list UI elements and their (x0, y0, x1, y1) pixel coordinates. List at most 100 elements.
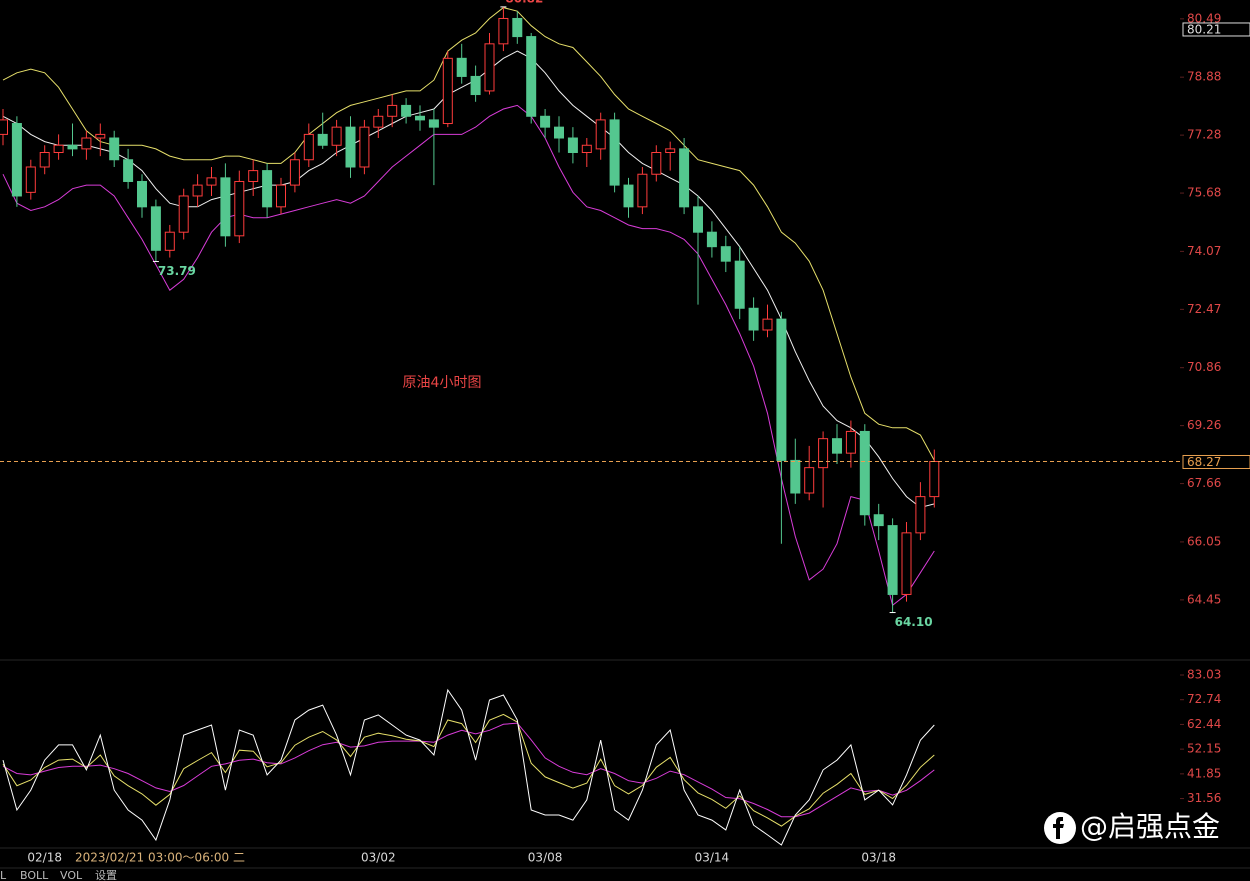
y-tick-label: 78.88 (1187, 70, 1221, 84)
candle-body (832, 438, 842, 454)
y-tick-label: 80.49 (1187, 11, 1221, 25)
candle-body (234, 180, 245, 237)
x-tick-label: 02/18 (27, 851, 62, 865)
candle-body (178, 195, 189, 233)
candle-body (873, 514, 884, 527)
candle-body (95, 133, 106, 139)
candle-body (123, 159, 134, 182)
candle-body (609, 119, 620, 186)
extreme-label: 64.10 (895, 615, 933, 629)
candle-body (359, 126, 370, 168)
candle-body (345, 126, 356, 168)
indicator-line (2, 713, 935, 827)
candle-body (248, 170, 259, 182)
candle-body (220, 177, 231, 237)
watermark-text: @启强点金 (1080, 810, 1220, 843)
candle-body (887, 525, 898, 595)
candle-body (456, 57, 467, 77)
indicator-line (2, 688, 935, 846)
candle-body (303, 133, 314, 161)
band-line (2, 104, 935, 607)
y-tick-label: 75.68 (1187, 186, 1221, 200)
band-line (2, 50, 935, 509)
tab-label: L (0, 869, 7, 881)
tab-label: 设置 (95, 869, 117, 881)
candle-body (484, 43, 495, 92)
price-label: 80.21 (1187, 22, 1221, 36)
candle-body (623, 184, 634, 208)
y-tick-label: 70.86 (1187, 360, 1221, 374)
candle-body (790, 459, 801, 494)
watermark: @启强点金 (1044, 810, 1220, 844)
y-tick-label: 83.03 (1187, 668, 1221, 682)
y-tick-label: 69.26 (1187, 418, 1221, 432)
candle-body (289, 159, 300, 186)
candle-body (734, 260, 745, 309)
candle-body (637, 173, 648, 208)
candle-body (651, 152, 662, 175)
x-tick-label: 03/08 (528, 851, 563, 865)
candle-body (150, 206, 161, 251)
candle-body (442, 57, 453, 125)
candle-body (164, 231, 175, 251)
candle-body (401, 104, 412, 117)
tab-label: BOLL (20, 869, 49, 881)
candle-body (0, 119, 8, 135)
x-tick-label: 03/14 (695, 851, 730, 865)
price-box (1182, 22, 1250, 37)
y-tick-label: 72.74 (1187, 692, 1221, 706)
candle-body (929, 460, 940, 498)
candle-body (81, 137, 92, 150)
candle-body (595, 119, 606, 150)
candle-body (109, 137, 120, 161)
candle-body (776, 318, 787, 461)
candle-body (67, 144, 78, 150)
y-tick-label: 66.05 (1187, 534, 1221, 548)
candle-body (915, 496, 926, 534)
candle-body (331, 126, 342, 146)
candle-body (679, 148, 690, 208)
y-tick-label: 31.56 (1187, 791, 1221, 805)
candle-body (428, 119, 439, 128)
candle-body (720, 246, 731, 262)
candle-body (373, 115, 384, 128)
candle-body (540, 115, 551, 128)
candle-body (25, 166, 36, 193)
y-tick-label: 74.07 (1187, 244, 1221, 258)
candle-body (192, 184, 203, 197)
candle-body (665, 148, 676, 154)
candle-body (415, 115, 425, 121)
candle-body (53, 144, 64, 154)
chart-title: 原油4小时图 (403, 375, 482, 391)
y-tick-label: 77.28 (1187, 128, 1221, 142)
extreme-label: 80.82 (505, 0, 543, 5)
candle-body (526, 36, 537, 117)
y-tick-label: 64.45 (1187, 592, 1221, 606)
candle-body (567, 137, 578, 154)
y-tick-label: 67.66 (1187, 476, 1221, 490)
candle-body (387, 104, 398, 117)
candle-body (276, 184, 286, 208)
candle-body (512, 17, 523, 38)
candle-body (706, 231, 717, 248)
watermark-logo-mark (1053, 817, 1064, 839)
candle-body (317, 133, 328, 146)
candle-body (693, 206, 703, 233)
y-tick-label: 41.85 (1187, 766, 1221, 780)
candle-body (137, 180, 147, 208)
tab-label: VOL (60, 869, 83, 881)
y-tick-label: 52.15 (1187, 742, 1221, 756)
band-line (2, 7, 935, 461)
candle-body (554, 126, 564, 139)
candle-body (762, 318, 773, 331)
candle-body (901, 532, 912, 595)
candle-body (206, 177, 217, 186)
candle-body (498, 17, 509, 45)
candle-body (748, 307, 759, 331)
candle-body (818, 438, 829, 469)
candle-body (262, 170, 273, 208)
y-tick-label: 72.47 (1187, 302, 1221, 316)
extreme-label: 73.79 (158, 264, 196, 278)
